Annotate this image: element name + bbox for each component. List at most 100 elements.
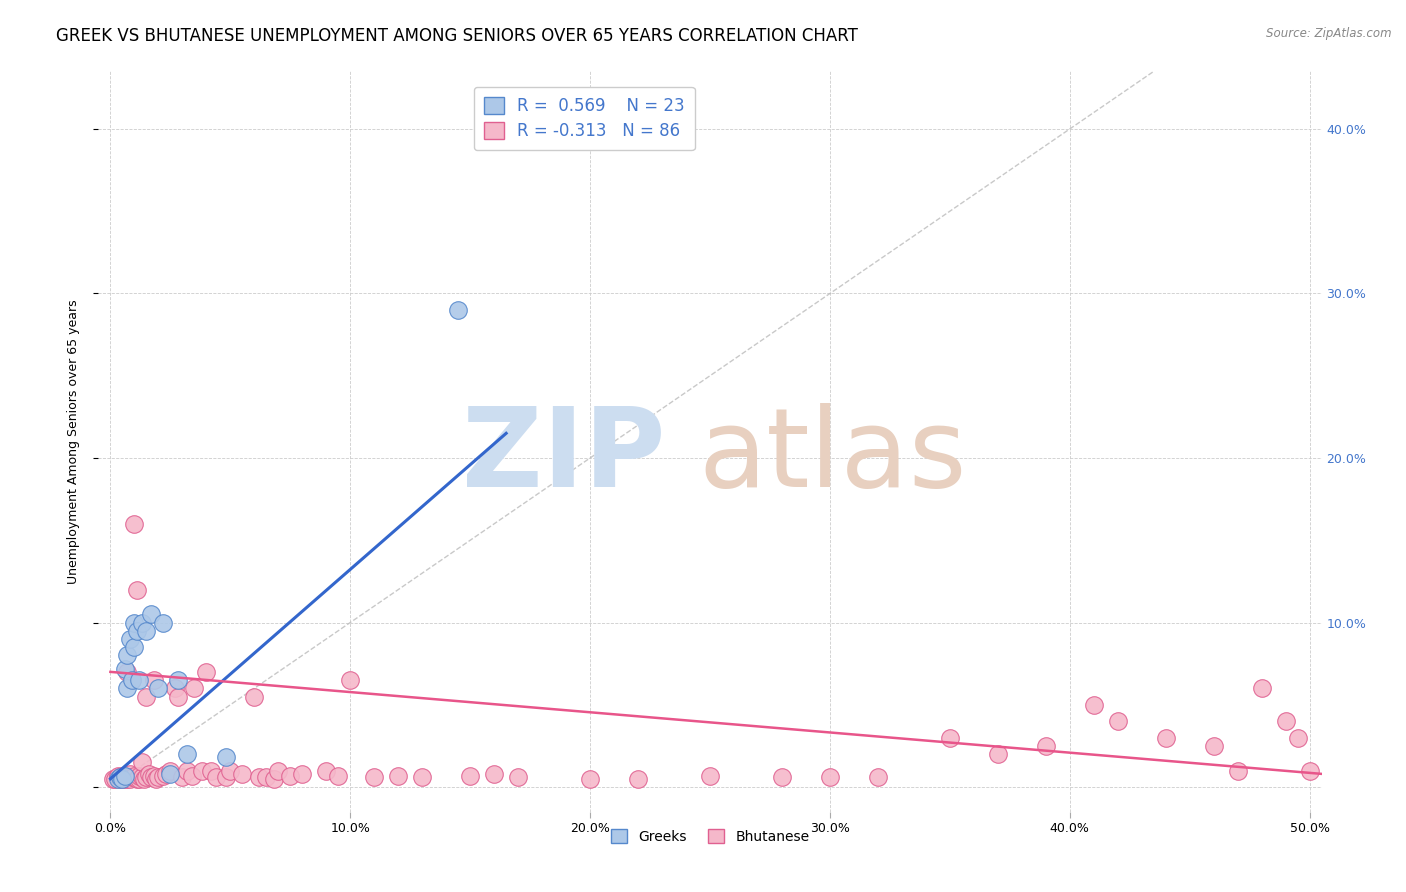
Point: [124, 770, 146, 784]
Point: [1286, 731, 1309, 745]
Point: [128, 772, 150, 786]
Point: [111, 768, 134, 782]
Point: [219, 764, 242, 778]
Point: [118, 772, 141, 786]
Text: Source: ZipAtlas.com: Source: ZipAtlas.com: [1267, 27, 1392, 40]
Point: [141, 607, 163, 622]
Point: [124, 516, 146, 531]
Point: [176, 747, 198, 761]
Point: [1154, 731, 1177, 745]
Point: [291, 767, 314, 781]
Point: [124, 768, 146, 782]
Point: [1202, 739, 1225, 753]
Point: [107, 768, 129, 782]
Point: [176, 764, 198, 778]
Point: [114, 768, 136, 782]
Point: [190, 764, 212, 778]
Point: [138, 767, 160, 781]
Point: [172, 770, 194, 784]
Point: [508, 770, 530, 784]
Text: atlas: atlas: [699, 403, 966, 510]
Point: [411, 770, 433, 784]
Point: [115, 665, 138, 679]
Point: [231, 767, 253, 781]
Point: [152, 768, 174, 782]
Point: [125, 772, 148, 786]
Point: [1250, 681, 1272, 696]
Point: [118, 767, 141, 781]
Point: [482, 767, 505, 781]
Point: [159, 767, 181, 781]
Point: [114, 770, 136, 784]
Point: [108, 770, 131, 784]
Point: [107, 770, 129, 784]
Point: [114, 772, 136, 786]
Point: [108, 770, 131, 784]
Point: [141, 770, 163, 784]
Point: [121, 673, 143, 687]
Point: [115, 681, 138, 696]
Point: [152, 615, 174, 630]
Point: [114, 662, 136, 676]
Point: [166, 673, 188, 687]
Point: [135, 624, 157, 638]
Point: [107, 772, 129, 786]
Point: [124, 615, 146, 630]
Point: [148, 681, 170, 696]
Point: [1107, 714, 1129, 729]
Point: [125, 582, 148, 597]
Point: [124, 640, 146, 655]
Point: [363, 770, 385, 784]
Point: [104, 772, 127, 786]
Point: [115, 770, 138, 784]
Point: [142, 768, 165, 782]
Y-axis label: Unemployment Among Seniors over 65 years: Unemployment Among Seniors over 65 years: [67, 299, 80, 584]
Point: [243, 690, 266, 704]
Point: [339, 673, 361, 687]
Point: [131, 756, 153, 770]
Point: [247, 770, 270, 784]
Point: [328, 768, 350, 782]
Point: [115, 648, 138, 663]
Point: [101, 772, 124, 786]
Point: [111, 772, 134, 786]
Point: [165, 681, 187, 696]
Point: [131, 770, 153, 784]
Point: [125, 624, 148, 638]
Point: [131, 615, 153, 630]
Point: [214, 750, 236, 764]
Point: [866, 770, 889, 784]
Point: [1226, 764, 1249, 778]
Point: [183, 681, 205, 696]
Point: [1298, 764, 1320, 778]
Point: [205, 770, 228, 784]
Point: [135, 690, 157, 704]
Point: [939, 731, 962, 745]
Point: [267, 764, 290, 778]
Point: [159, 764, 181, 778]
Point: [278, 768, 301, 782]
Point: [987, 747, 1010, 761]
Point: [148, 770, 170, 784]
Point: [200, 764, 222, 778]
Point: [254, 770, 277, 784]
Point: [111, 770, 134, 784]
Point: [128, 768, 150, 782]
Point: [387, 768, 409, 782]
Text: ZIP: ZIP: [461, 403, 665, 510]
Point: [121, 770, 143, 784]
Point: [181, 768, 204, 782]
Point: [118, 632, 141, 646]
Legend: Greeks, Bhutanese: Greeks, Bhutanese: [605, 823, 815, 849]
Point: [818, 770, 841, 784]
Point: [214, 770, 236, 784]
Point: [579, 772, 602, 786]
Point: [108, 772, 131, 786]
Point: [447, 302, 470, 317]
Point: [458, 768, 481, 782]
Point: [142, 673, 165, 687]
Point: [128, 673, 150, 687]
Point: [132, 772, 155, 786]
Point: [155, 767, 177, 781]
Point: [1083, 698, 1105, 712]
